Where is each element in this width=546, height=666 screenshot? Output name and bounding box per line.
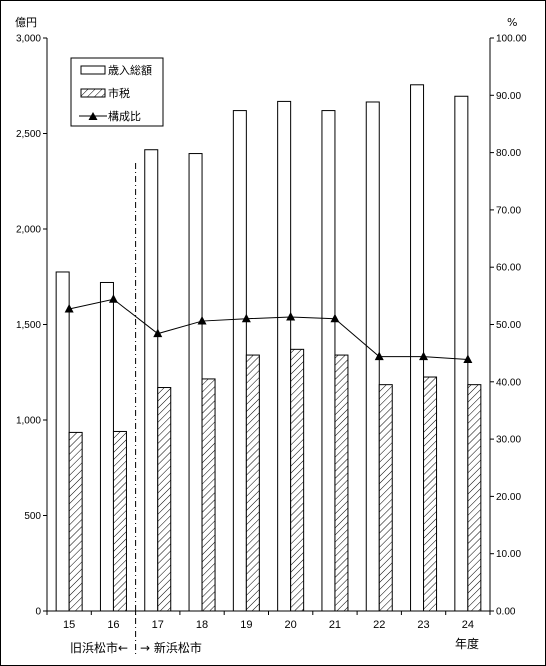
bar-tax-16 <box>112 430 127 612</box>
divider-label-old: 旧浜松市← <box>70 640 128 655</box>
ratio-point-24 <box>463 354 473 363</box>
x-axis-tick-label: 16 <box>107 619 119 631</box>
ratio-point-19 <box>241 313 251 323</box>
legend: 歳入総額 市税 構成比 <box>70 57 164 127</box>
right-axis-tick-label: 90.00 <box>496 91 521 102</box>
left-axis-tick-label: 3,000 <box>16 34 41 45</box>
bar-tax-24 <box>467 384 482 612</box>
bar-tax-18 <box>201 378 216 612</box>
bar-total-23 <box>410 84 425 612</box>
bar-total-21 <box>321 110 336 612</box>
legend-label-total: 歳入総額 <box>108 63 152 77</box>
ratio-point-23 <box>419 351 429 361</box>
x-axis-tick-label: 19 <box>240 619 252 631</box>
bar-tax-22 <box>378 384 393 612</box>
bar-total-17 <box>144 149 159 612</box>
right-axis-tick-label: 60.00 <box>496 263 521 274</box>
bar-tax-19 <box>245 354 260 612</box>
legend-swatch-tax <box>80 88 106 98</box>
x-axis-tick-label: 21 <box>329 619 341 631</box>
right-axis-tick-label: 10.00 <box>496 549 521 560</box>
ratio-point-18 <box>197 316 207 325</box>
bar-total-15 <box>55 271 70 612</box>
bar-tax-21 <box>334 354 349 612</box>
legend-label-tax: 市税 <box>108 86 130 100</box>
right-axis-tick-label: 50.00 <box>496 320 521 331</box>
bar-tax-23 <box>423 376 438 612</box>
ratio-point-21 <box>330 313 340 323</box>
right-axis-tick-label: 0.00 <box>496 607 516 618</box>
right-axis-tick-label: 30.00 <box>496 435 521 446</box>
ratio-point-22 <box>374 351 384 361</box>
left-axis-unit: 億円 <box>15 16 37 29</box>
ratio-point-20 <box>286 312 296 321</box>
bar-total-18 <box>188 153 203 612</box>
bar-total-20 <box>277 100 292 612</box>
bar-total-16 <box>99 281 114 612</box>
left-axis-tick-label: 2,000 <box>16 225 41 236</box>
x-axis-tick-label: 18 <box>196 619 208 631</box>
right-axis-tick-label: 20.00 <box>496 492 521 503</box>
x-axis-tick-label: 22 <box>373 619 385 631</box>
left-axis-tick-label: 0 <box>35 607 41 618</box>
bar-tax-17 <box>157 387 172 612</box>
left-axis-tick-label: 500 <box>24 511 41 522</box>
left-axis-tick-label: 1,500 <box>16 320 41 331</box>
bar-tax-20 <box>290 348 305 612</box>
right-axis-tick-label: 40.00 <box>496 377 521 388</box>
x-axis-tick-label: 15 <box>63 619 75 631</box>
bar-total-24 <box>454 95 469 612</box>
legend-swatch-total <box>80 65 106 75</box>
x-axis-tick-label: 20 <box>285 619 297 631</box>
x-axis-tick-label: 23 <box>417 619 429 631</box>
right-axis-tick-label: 80.00 <box>496 148 521 159</box>
right-axis-unit: % <box>507 16 517 29</box>
ratio-line <box>69 298 468 360</box>
ratio-point-17 <box>153 328 163 338</box>
bar-total-19 <box>232 110 247 612</box>
right-axis-tick-label: 100.00 <box>496 34 527 45</box>
right-axis-tick-label: 70.00 <box>496 205 521 216</box>
left-axis-tick-label: 2,500 <box>16 129 41 140</box>
divider-label-new: → 新浜松市 <box>140 640 202 655</box>
legend-marker-ratio <box>88 112 98 120</box>
bar-tax-15 <box>68 431 83 612</box>
ratio-point-16 <box>108 294 118 303</box>
legend-label-ratio: 構成比 <box>108 110 141 123</box>
left-axis-tick-label: 1,000 <box>16 416 41 427</box>
ratio-point-15 <box>64 304 74 313</box>
x-axis-tick-label: 24 <box>462 619 474 631</box>
x-axis-label: 年度 <box>455 636 479 651</box>
x-axis-tick-label: 17 <box>152 619 164 631</box>
